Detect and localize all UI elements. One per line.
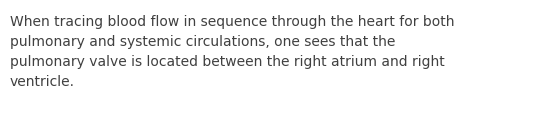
Text: When tracing blood flow in sequence through the heart for both
pulmonary and sys: When tracing blood flow in sequence thro…	[10, 15, 455, 89]
